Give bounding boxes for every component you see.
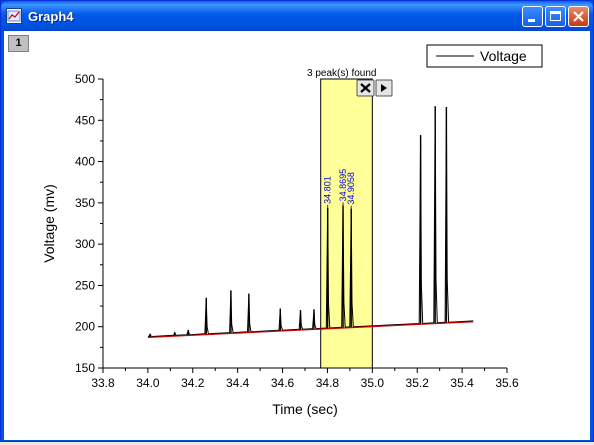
y-tick-label: 200 — [75, 320, 95, 334]
graph-page: 1 33.8 34.0 34.2 34.4 34.6 34.8 35.0 35.2 35.4 35… — [4, 31, 590, 440]
peak-label: 34.8695 — [338, 169, 348, 202]
y-tick-label: 350 — [75, 196, 95, 210]
legend[interactable]: Voltage — [426, 44, 543, 68]
y-tick-label: 500 — [75, 72, 95, 86]
window-title: Graph4 — [28, 9, 74, 24]
voltage-series-line — [147, 106, 474, 338]
peak-label: 34.9058 — [346, 172, 356, 205]
y-tick-label: 250 — [75, 278, 95, 292]
peak-label: 34.801 — [323, 176, 333, 204]
x-tick-label: 34.6 — [271, 376, 295, 390]
graph-window-icon — [6, 8, 22, 24]
x-tick-label: 35.2 — [406, 376, 430, 390]
x-tick-label: 35.0 — [361, 376, 385, 390]
title-bar[interactable]: Graph4 — [1, 1, 593, 31]
x-tick-label: 34.8 — [316, 376, 340, 390]
roi-next-button[interactable] — [375, 79, 393, 97]
maximize-button[interactable] — [545, 6, 566, 27]
x-tick-label: 34.2 — [181, 376, 205, 390]
chart: 33.8 34.0 34.2 34.4 34.6 34.8 35.0 35.2 35.4 35.6… — [41, 44, 543, 417]
x-axis-title: Time (sec) — [272, 401, 338, 417]
y-axis-title: Voltage (mv) — [41, 184, 57, 263]
x-tick-label: 34.0 — [136, 376, 160, 390]
y-tick-label: 450 — [75, 113, 95, 127]
layer-tab[interactable]: 1 — [8, 35, 29, 52]
minimize-icon — [528, 19, 535, 22]
minimize-button[interactable] — [522, 6, 543, 27]
roi-caption: 3 peak(s) found — [307, 68, 377, 79]
maximize-icon — [550, 11, 561, 21]
x-tick-label: 35.6 — [495, 376, 519, 390]
close-button[interactable] — [568, 6, 589, 27]
legend-label-voltage: Voltage — [480, 48, 527, 64]
baseline-line — [147, 321, 474, 339]
roi-region[interactable] — [320, 78, 373, 369]
roi-close-button[interactable] — [356, 79, 375, 97]
close-icon — [360, 83, 371, 93]
x-tick-label: 35.4 — [450, 376, 474, 390]
y-tick-label: 300 — [75, 237, 95, 251]
y-tick-label: 150 — [75, 361, 95, 375]
y-tick-label: 400 — [75, 155, 95, 169]
close-icon — [573, 11, 584, 22]
x-tick-label: 34.4 — [226, 376, 250, 390]
x-tick-label: 33.8 — [91, 376, 115, 390]
arrow-right-icon — [381, 84, 387, 92]
